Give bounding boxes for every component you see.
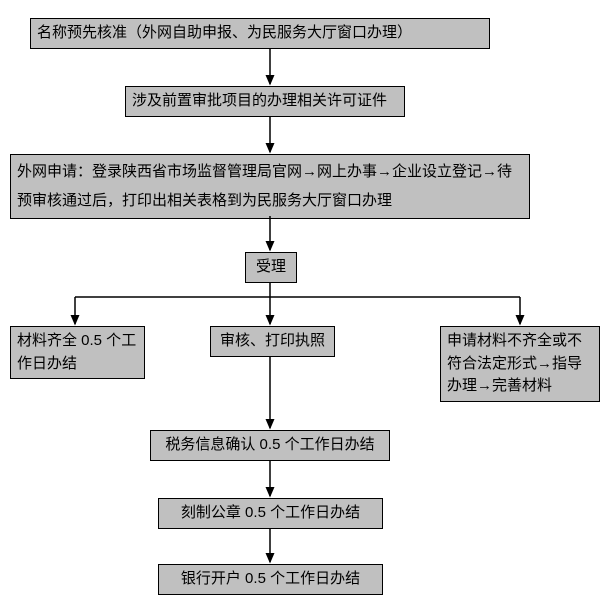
node-incomplete-materials: 申请材料不齐全或不符合法定形式→指导办理→完善材料 xyxy=(440,326,600,402)
node-pre-approval: 涉及前置审批项目的办理相关许可证件 xyxy=(125,86,405,117)
node-complete-materials: 材料齐全 0.5 个工作日办结 xyxy=(10,326,145,379)
node-seal: 刻制公章 0.5 个工作日办结 xyxy=(158,498,383,529)
node-name-approval: 名称预先核准（外网自助申报、为民服务大厅窗口办理） xyxy=(30,18,490,49)
node-tax-confirm: 税务信息确认 0.5 个工作日办结 xyxy=(150,430,390,461)
node-review-print: 审核、打印执照 xyxy=(210,326,335,357)
node-accept: 受理 xyxy=(245,252,297,283)
node-online-apply: 外网申请：登录陕西省市场监督管理局官网→网上办事→企业设立登记→待预审核通过后，… xyxy=(10,154,530,219)
node-bank: 银行开户 0.5 个工作日办结 xyxy=(158,564,383,595)
